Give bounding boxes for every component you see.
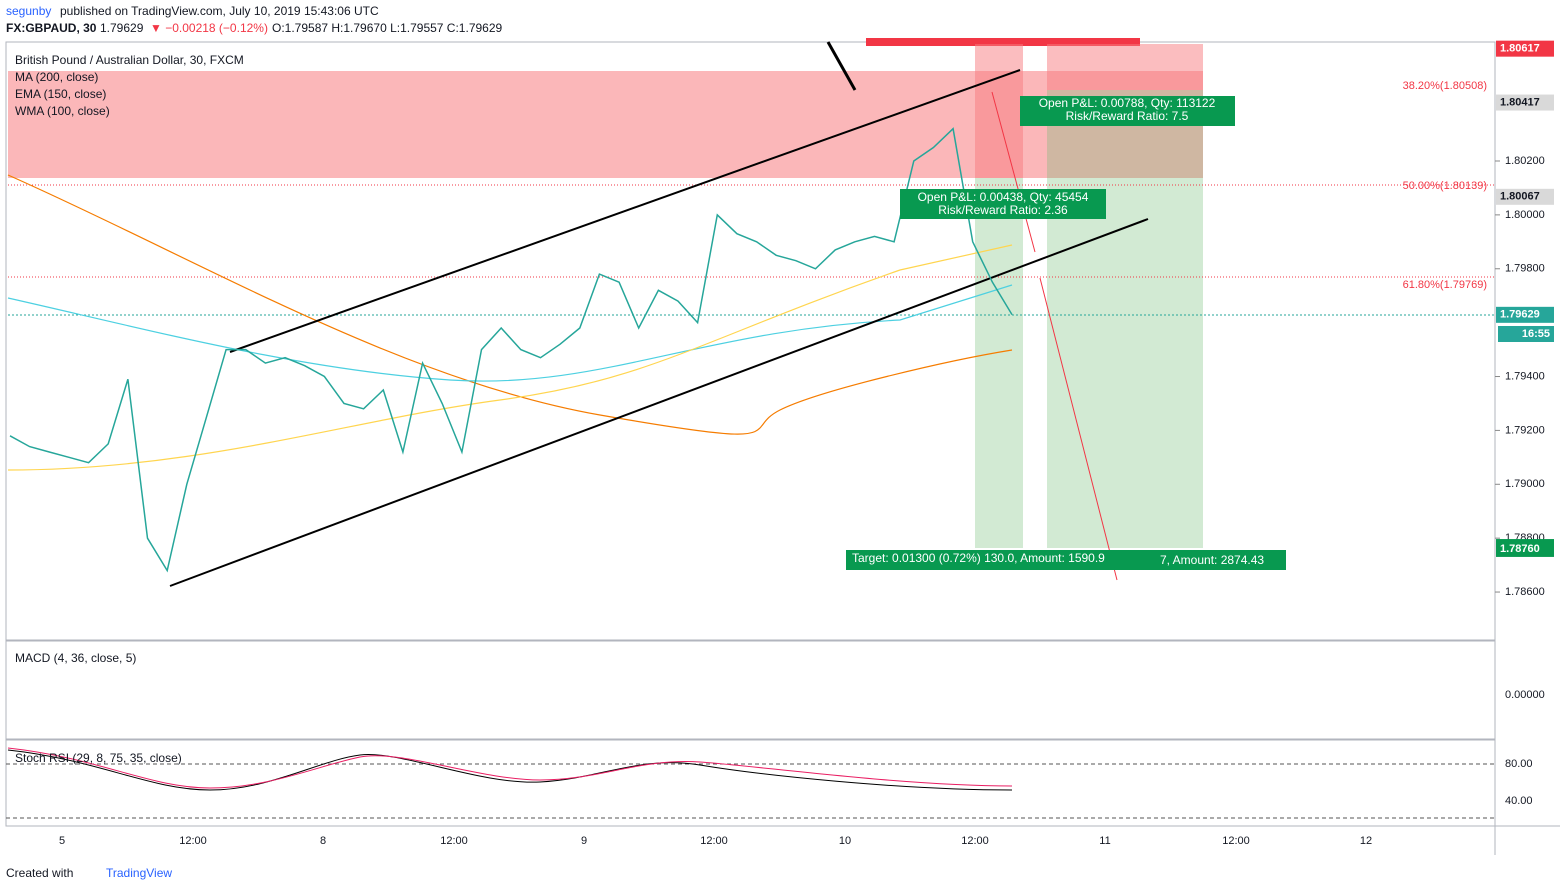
fib-label: 50.00%(1.80139): [1403, 180, 1487, 192]
legend-title: British Pound / Australian Dollar, 30, F…: [15, 53, 244, 67]
price-badge: [1496, 540, 1554, 557]
price-label: 1.79200: [1505, 424, 1545, 436]
price-badge: [1496, 40, 1554, 57]
price-label: 1.78600: [1505, 586, 1545, 598]
ma-200: [7, 174, 1013, 435]
price-badge: [1496, 306, 1554, 323]
position-text: Open P&L: 0.00788, Qty: 113122: [1039, 96, 1216, 110]
position-text: Open P&L: 0.00438, Qty: 45454: [918, 190, 1089, 204]
price-line: [9, 127, 1013, 573]
macd-label: MACD (4, 36, close, 5): [15, 651, 136, 665]
stoch-tick: 40.00: [1505, 795, 1533, 807]
indicator: MA (200, close): [15, 70, 98, 84]
time-label: 5: [59, 835, 65, 847]
macd-tick: 0.00000: [1505, 689, 1545, 701]
projection-arrow: [991, 91, 1118, 581]
channel-bottom: [169, 218, 1149, 587]
zone-top: [866, 38, 1140, 46]
price-badge-label: 1.80617: [1500, 43, 1540, 55]
target-text: 7, Amount: 2874.43: [1160, 553, 1264, 567]
price-label: 1.80000: [1505, 209, 1545, 221]
target-box: [846, 550, 1286, 570]
time-label: 12:00: [440, 835, 468, 847]
arrow: [826, 41, 857, 91]
fib-label: 61.80%(1.79769): [1403, 279, 1487, 291]
ohlc: O:1.79587 H:1.79670 L:1.79557 C:1.79629: [272, 21, 503, 35]
position-text: Risk/Reward Ratio: 7.5: [1066, 109, 1189, 123]
price-badge-label: 1.80417: [1500, 96, 1540, 108]
indicator: WMA (100, close): [15, 104, 110, 118]
stoch-d: [7, 747, 1013, 789]
price-badge-label: 1.80067: [1500, 191, 1540, 203]
position-box: [900, 189, 1106, 219]
indicator: EMA (150, close): [15, 87, 106, 101]
publisher: segunby: [6, 4, 51, 18]
change: ▼ −0.00218 (−0.12%): [150, 21, 268, 35]
fib-label: 38.20%(1.80508): [1403, 80, 1487, 92]
price-label: 1.79000: [1505, 478, 1545, 490]
time-label: 9: [581, 835, 587, 847]
stoch-k: [7, 749, 1013, 791]
short-risk: [975, 44, 1023, 178]
time-label: 8: [320, 835, 326, 847]
time-label: 12: [1360, 835, 1372, 847]
short-target-2: [1047, 178, 1203, 548]
footer-created: Created with: [6, 866, 73, 880]
target-text: Target: 0.01300 (0.72%) 130.0, Amount: 1…: [852, 551, 1105, 565]
countdown: 16:55: [1522, 328, 1550, 340]
footer-brand: TradingView: [106, 866, 172, 880]
stoch-label: Stoch RSI (29, 8, 75, 35, close): [15, 751, 182, 765]
price-badge-label: 1.78760: [1500, 543, 1540, 555]
ema-150: [7, 284, 1013, 382]
time-label: 12:00: [961, 835, 989, 847]
symbol: FX:GBPAUD, 30: [6, 21, 97, 35]
wma-100: [7, 244, 1013, 471]
time-label: 12:00: [179, 835, 207, 847]
short-target: [975, 178, 1023, 548]
published: published on TradingView.com, July 10, 2…: [60, 4, 379, 18]
last: 1.79629: [100, 21, 144, 35]
countdown-badge: [1498, 326, 1554, 342]
channel-top: [229, 69, 1021, 353]
price-badge-label: 1.79629: [1500, 309, 1540, 321]
price-label: 1.79800: [1505, 263, 1545, 275]
panes: [5, 41, 1560, 855]
position-box: [1020, 96, 1235, 126]
position-text: Risk/Reward Ratio: 2.36: [938, 203, 1068, 217]
time-label: 12:00: [1222, 835, 1250, 847]
time-label: 11: [1099, 835, 1110, 847]
price-label: 1.79400: [1505, 370, 1545, 382]
price-badge: [1496, 94, 1554, 111]
price-label: 1.80200: [1505, 155, 1545, 167]
time-label: 12:00: [700, 835, 728, 847]
stoch-tick: 80.00: [1505, 758, 1533, 770]
price-badge: [1496, 188, 1554, 205]
time-label: 10: [839, 835, 851, 847]
